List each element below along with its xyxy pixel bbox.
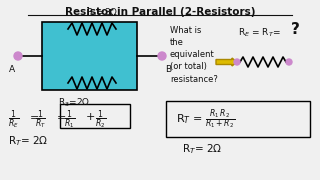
FancyBboxPatch shape xyxy=(166,101,310,137)
Bar xyxy=(42,22,137,90)
Circle shape xyxy=(286,59,292,65)
Text: $\frac{1}{R_E}$: $\frac{1}{R_E}$ xyxy=(8,108,19,131)
Text: What is
the
equivalent
(or total)
resistance?: What is the equivalent (or total) resist… xyxy=(170,26,218,84)
Text: $\frac{1}{R_T}$: $\frac{1}{R_T}$ xyxy=(35,108,46,131)
Text: $+$: $+$ xyxy=(85,111,95,122)
Text: $=$: $=$ xyxy=(27,111,39,121)
Text: R$_T$ = $\frac{R_1\,R_2}{R_1+R_2}$: R$_T$ = $\frac{R_1\,R_2}{R_1+R_2}$ xyxy=(176,107,235,131)
Circle shape xyxy=(14,52,22,60)
Text: $\frac{1}{R_2}$: $\frac{1}{R_2}$ xyxy=(95,108,106,131)
Text: R$_1$=3$\Omega$: R$_1$=3$\Omega$ xyxy=(86,6,118,19)
Circle shape xyxy=(234,59,240,65)
Text: A: A xyxy=(9,65,15,74)
Text: B: B xyxy=(165,65,171,74)
Text: R$_E$ = R$_T$=: R$_E$ = R$_T$= xyxy=(238,26,282,39)
Circle shape xyxy=(158,52,166,60)
Text: R$_3$=2$\Omega$: R$_3$=2$\Omega$ xyxy=(58,96,90,109)
Text: ?: ? xyxy=(291,22,300,37)
Text: Resistor in Parallel (2-Resistors): Resistor in Parallel (2-Resistors) xyxy=(65,7,255,17)
Text: R$_T$= 2$\Omega$: R$_T$= 2$\Omega$ xyxy=(8,134,48,148)
FancyArrow shape xyxy=(216,58,237,66)
Text: $\frac{1}{R_1}$: $\frac{1}{R_1}$ xyxy=(64,108,75,131)
FancyBboxPatch shape xyxy=(60,104,130,128)
Text: R$_T$= 2$\Omega$: R$_T$= 2$\Omega$ xyxy=(182,142,222,156)
Text: $=$: $=$ xyxy=(54,111,66,121)
